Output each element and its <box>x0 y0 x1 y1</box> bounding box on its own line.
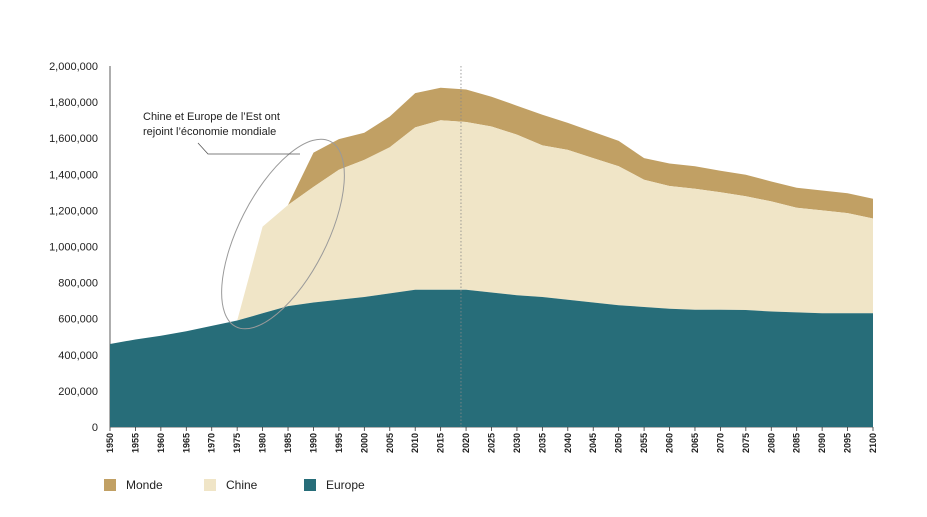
y-tick-label: 1,800,000 <box>49 97 98 109</box>
x-tick-label: 2040 <box>563 433 573 453</box>
x-tick-label: 2080 <box>766 433 776 453</box>
legend-label-monde: Monde <box>126 478 163 492</box>
annotation-text: Chine et Europe de l’Est ont rejoint l’é… <box>143 111 283 138</box>
y-tick-label: 600,000 <box>58 314 98 326</box>
area-monde <box>288 87 873 219</box>
x-tick-label: 1960 <box>156 433 166 453</box>
area-europe <box>110 289 873 427</box>
x-axis-ticks: 1950 1955 1960 1965 1970 1975 1980 1985 1990 1995… <box>105 427 878 453</box>
y-tick-label: 400,000 <box>58 350 98 362</box>
x-tick-label: 1955 <box>130 433 140 453</box>
y-axis-ticks: 0 200,000 400,000 600,000 800,000 1,000,000 1,… <box>49 61 98 434</box>
annotation-line-2: rejoint l’économie mondiale <box>143 126 276 138</box>
y-tick-label: 1,400,000 <box>49 169 98 181</box>
x-tick-label: 2060 <box>665 433 675 453</box>
x-tick-label: 2090 <box>817 433 827 453</box>
legend-item-chine: Chine <box>204 478 304 492</box>
x-tick-label: 2020 <box>461 433 471 453</box>
x-tick-label: 2030 <box>512 433 522 453</box>
x-tick-label: 2000 <box>359 433 369 453</box>
annotation: Chine et Europe de l’Est ont rejoint l’é… <box>143 111 345 330</box>
x-tick-label: 2055 <box>639 433 649 453</box>
x-tick-label: 2015 <box>436 433 446 453</box>
annotation-line-1: Chine et Europe de l’Est ont <box>143 111 280 123</box>
y-tick-label: 800,000 <box>58 278 98 290</box>
x-tick-label: 1995 <box>334 433 344 453</box>
annotation-ellipse <box>221 138 345 330</box>
legend-label-europe: Europe <box>326 478 365 492</box>
x-tick-label: 2050 <box>614 433 624 453</box>
x-tick-label: 2100 <box>868 433 878 453</box>
legend-label-chine: Chine <box>226 478 258 492</box>
legend-swatch-chine <box>204 479 216 491</box>
y-tick-label: 200,000 <box>58 386 98 398</box>
x-tick-label: 1965 <box>181 433 191 453</box>
y-tick-label: 1,200,000 <box>49 205 98 217</box>
x-tick-label: 2035 <box>537 433 547 453</box>
y-tick-label: 1,000,000 <box>49 242 98 254</box>
x-tick-label: 2045 <box>588 433 598 453</box>
y-tick-label: 0 <box>92 422 98 434</box>
annotation-leader <box>197 142 300 155</box>
x-tick-label: 1990 <box>308 433 318 453</box>
legend-swatch-monde <box>104 479 116 491</box>
x-tick-label: 2075 <box>741 433 751 453</box>
x-tick-label: 2005 <box>385 433 395 453</box>
x-tick-label: 1975 <box>232 433 242 453</box>
legend: Monde Chine Europe <box>104 478 404 492</box>
x-tick-label: 2010 <box>410 433 420 453</box>
x-tick-label: 2025 <box>487 433 497 453</box>
legend-swatch-europe <box>304 479 316 491</box>
x-tick-label: 1970 <box>207 433 217 453</box>
x-tick-label: 1985 <box>283 433 293 453</box>
y-tick-label: 2,000,000 <box>49 61 98 73</box>
y-tick-label: 1,600,000 <box>49 133 98 145</box>
x-tick-label: 2085 <box>792 433 802 453</box>
area-chine <box>237 120 873 321</box>
x-tick-label: 2095 <box>843 433 853 453</box>
x-tick-label: 1950 <box>105 433 115 453</box>
area-layers <box>110 87 873 427</box>
legend-item-monde: Monde <box>104 478 204 492</box>
x-tick-label: 2065 <box>690 433 700 453</box>
x-tick-label: 2070 <box>715 433 725 453</box>
legend-item-europe: Europe <box>304 478 404 492</box>
x-tick-label: 1980 <box>258 433 268 453</box>
